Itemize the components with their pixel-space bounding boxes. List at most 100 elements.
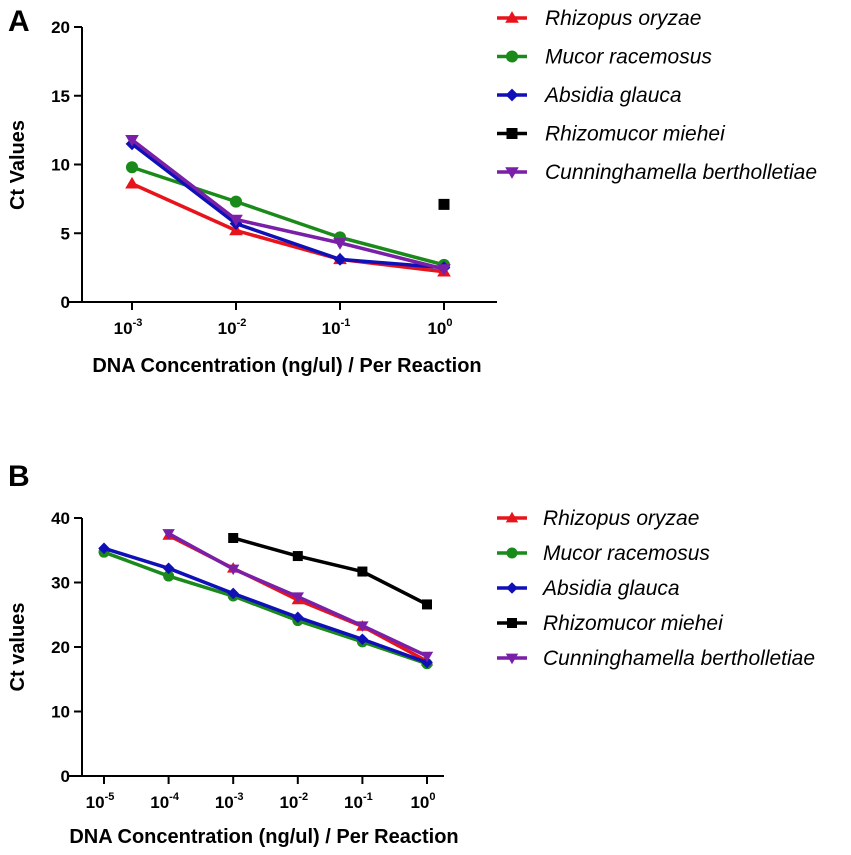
series-cunninghamella-bertholletiae (162, 529, 434, 663)
legend-marker (505, 511, 519, 523)
data-point (292, 611, 304, 624)
x-tick-base: 10 (344, 793, 363, 812)
data-point (422, 599, 432, 610)
x-axis-title: DNA Concentration (ng/ul) / Per Reaction (69, 826, 458, 848)
legend-item: Rhizomucor miehei (497, 612, 724, 635)
legend-label: Cunninghamella bertholletiae (545, 161, 817, 184)
x-tick-exponent: -5 (105, 791, 115, 803)
series-absidia-glauca (98, 542, 433, 669)
x-tick-exponent: 0 (446, 317, 452, 329)
data-point (292, 551, 303, 562)
data-point (228, 532, 239, 543)
x-tick-exponent: -1 (363, 791, 373, 803)
legend-marker (505, 167, 519, 179)
legend-item: Mucor racemosus (497, 46, 712, 69)
series-mucor-racemosus (98, 546, 433, 670)
x-tick-label: 10-5 (86, 791, 115, 812)
x-tick-base: 10 (86, 793, 105, 812)
x-tick-base: 10 (150, 793, 169, 812)
y-tick-label: 15 (51, 87, 70, 106)
x-tick-base: 10 (114, 319, 133, 338)
x-tick-exponent: -2 (298, 791, 308, 803)
legend-marker (505, 88, 519, 102)
y-tick-label: 5 (61, 224, 70, 243)
legend-label: Absidia glauca (543, 84, 682, 107)
data-point (421, 656, 433, 669)
data-point (333, 238, 347, 250)
x-tick-base: 10 (279, 793, 298, 812)
legend-label: Absidia glauca (541, 577, 680, 600)
series-line (130, 142, 445, 270)
series-rhizomucor-miehei (438, 198, 450, 210)
data-point (356, 621, 369, 632)
series-line (130, 138, 445, 271)
data-point (291, 592, 304, 603)
y-tick-label: 20 (51, 18, 70, 37)
data-point (229, 214, 243, 227)
y-axis-title: Ct values (7, 603, 29, 692)
data-point (438, 198, 450, 210)
x-tick-exponent: -4 (169, 791, 180, 803)
series-cunninghamella-bertholletiae (125, 134, 451, 276)
legend-item: Absidia glauca (497, 84, 682, 107)
x-tick-label: 100 (427, 317, 452, 338)
data-point (125, 134, 139, 147)
x-tick-base: 10 (322, 319, 341, 338)
legend-item: Cunninghamella bertholletiae (497, 647, 815, 670)
series-line (232, 536, 428, 606)
series-line (103, 550, 428, 666)
y-tick-label: 0 (61, 767, 70, 786)
legend-label: Rhizopus oryzae (543, 507, 699, 530)
data-point (227, 564, 240, 576)
data-point (229, 195, 243, 208)
y-tick-label: 30 (51, 574, 70, 593)
data-point (162, 529, 175, 540)
legend-item: Rhizomucor miehei (497, 123, 726, 146)
data-point (162, 562, 175, 575)
legend-marker (506, 547, 518, 559)
legend-item: Mucor racemosus (497, 542, 710, 565)
data-point (98, 542, 110, 555)
legend-label: Rhizomucor miehei (543, 612, 724, 635)
data-point (420, 651, 434, 663)
legend-item: Cunninghamella bertholletiae (497, 161, 817, 184)
data-point (333, 252, 347, 266)
data-point (125, 161, 139, 174)
data-point (125, 176, 139, 189)
data-point (163, 570, 175, 582)
y-tick-label: 0 (61, 293, 70, 312)
x-tick-base: 10 (218, 319, 237, 338)
legend-item: Absidia glauca (497, 577, 680, 600)
series-line (103, 546, 428, 665)
legend-item: Rhizopus oryzae (497, 7, 701, 30)
legend-marker (506, 582, 518, 594)
y-axis-title: Ct Values (7, 120, 29, 210)
x-tick-label: 10-1 (322, 317, 351, 338)
x-tick-label: 10-1 (344, 791, 373, 812)
legend-marker (505, 50, 519, 63)
panel-label: A (8, 5, 30, 38)
panel-label: B (8, 460, 30, 493)
y-tick-label: 40 (51, 509, 70, 528)
x-tick-exponent: -2 (237, 317, 247, 329)
x-tick-label: 100 (410, 791, 435, 812)
y-tick-label: 10 (51, 703, 70, 722)
x-axis-title: DNA Concentration (ng/ul) / Per Reaction (92, 355, 481, 377)
x-tick-base: 10 (410, 793, 429, 812)
series-line (131, 182, 445, 274)
data-point (227, 587, 239, 600)
y-tick-label: 20 (51, 638, 70, 657)
x-tick-label: 10-2 (279, 791, 308, 812)
data-point (437, 264, 451, 276)
legend-label: Rhizomucor miehei (545, 123, 726, 146)
legend-item: Rhizopus oryzae (497, 507, 699, 530)
x-tick-label: 10-3 (114, 317, 143, 338)
data-point (357, 566, 368, 577)
legend-marker (506, 128, 518, 139)
legend-label: Mucor racemosus (543, 542, 710, 565)
data-point (356, 633, 369, 646)
legend-label: Rhizopus oryzae (545, 7, 701, 30)
series-rhizopus-oryzae (125, 176, 451, 277)
